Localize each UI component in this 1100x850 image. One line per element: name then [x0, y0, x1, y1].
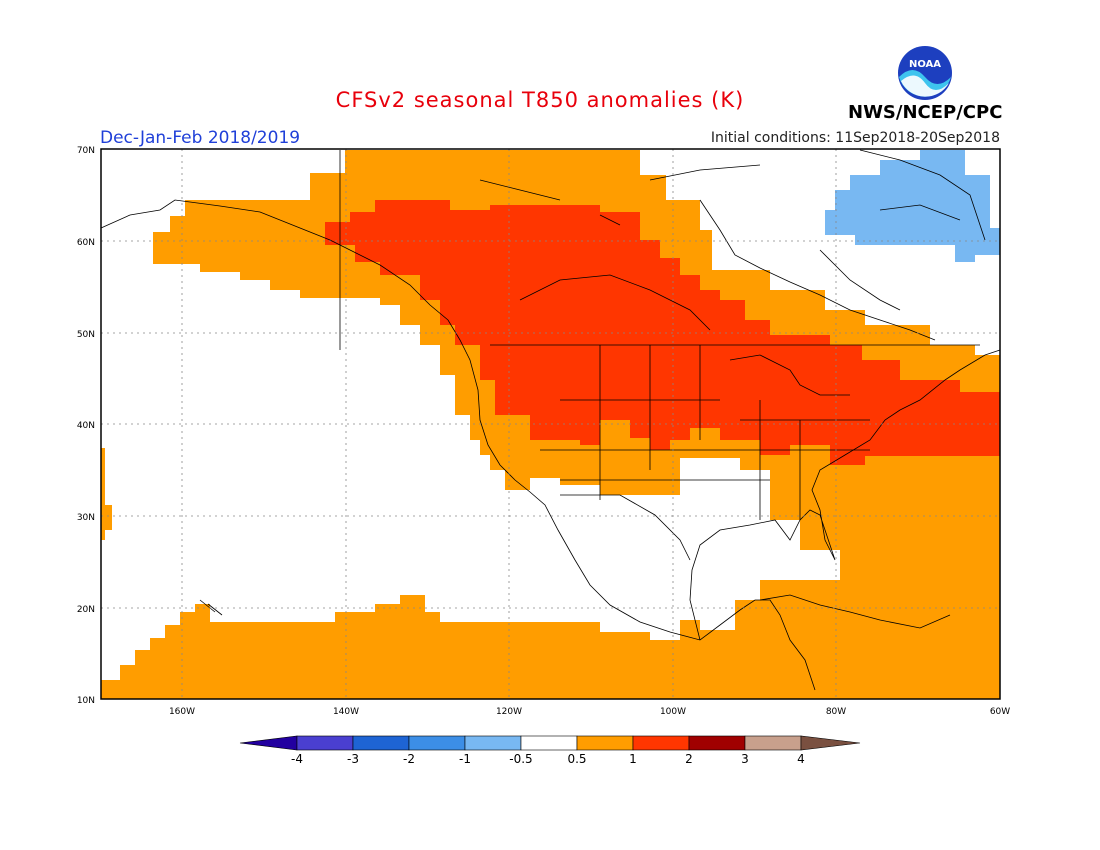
legend-tick-label: 1	[629, 752, 637, 766]
legend-swatch	[296, 735, 354, 751]
lat-label: 70N	[77, 146, 95, 156]
legend-swatch	[464, 735, 522, 751]
lon-label: 160W	[169, 707, 195, 717]
lon-label: 140W	[333, 707, 359, 717]
initial-conditions-label: Initial conditions: 11Sep2018-20Sep2018	[710, 130, 1000, 146]
lon-label: 100W	[660, 707, 686, 717]
lon-label: 60W	[990, 707, 1010, 717]
logo-text: NOAA	[909, 59, 941, 70]
color-legend: -4 -3 -2 -1 -0.5 0.5 1 2 3 4	[239, 735, 861, 766]
legend-arrow-high	[800, 735, 861, 751]
season-label: Dec-Jan-Feb 2018/2019	[100, 128, 301, 148]
lon-label: 80W	[826, 707, 846, 717]
graticule	[101, 149, 1000, 699]
legend-tick-label: -3	[347, 752, 359, 766]
lon-axis: 160W 140W 120W 100W 80W 60W	[169, 707, 1010, 717]
shading-red	[325, 200, 1000, 465]
legend-tick-label: -1	[459, 752, 471, 766]
legend-swatch	[688, 735, 746, 751]
legend-tick-label: -0.5	[509, 752, 532, 766]
legend-swatch	[632, 735, 690, 751]
legend-arrow-low	[239, 735, 298, 751]
legend-tick-label: -2	[403, 752, 415, 766]
lat-label: 10N	[77, 696, 95, 706]
legend-swatch	[408, 735, 466, 751]
legend-tick-label: 0.5	[567, 752, 586, 766]
lat-label: 30N	[77, 513, 95, 523]
lat-axis: 70N 60N 50N 40N 30N 20N 10N	[77, 146, 95, 706]
lat-label: 20N	[77, 605, 95, 615]
lon-label: 120W	[496, 707, 522, 717]
legend-swatch	[520, 735, 578, 751]
legend-swatch	[744, 735, 802, 751]
legend-tick-label: 4	[797, 752, 805, 766]
lat-label: 40N	[77, 421, 95, 431]
agency-label: NWS/NCEP/CPC	[848, 102, 1003, 123]
lat-label: 50N	[77, 330, 95, 340]
legend-swatch	[352, 735, 410, 751]
noaa-logo: NOAA	[896, 44, 954, 102]
lat-label: 60N	[77, 238, 95, 248]
legend-tick-label: 2	[685, 752, 693, 766]
coastlines	[100, 149, 1001, 691]
legend-swatch	[576, 735, 634, 751]
legend-tick-label: 3	[741, 752, 749, 766]
map-frame	[100, 148, 1001, 700]
chart-title: CFSv2 seasonal T850 anomalies (K)	[335, 88, 745, 112]
legend-tick-label: -4	[291, 752, 303, 766]
